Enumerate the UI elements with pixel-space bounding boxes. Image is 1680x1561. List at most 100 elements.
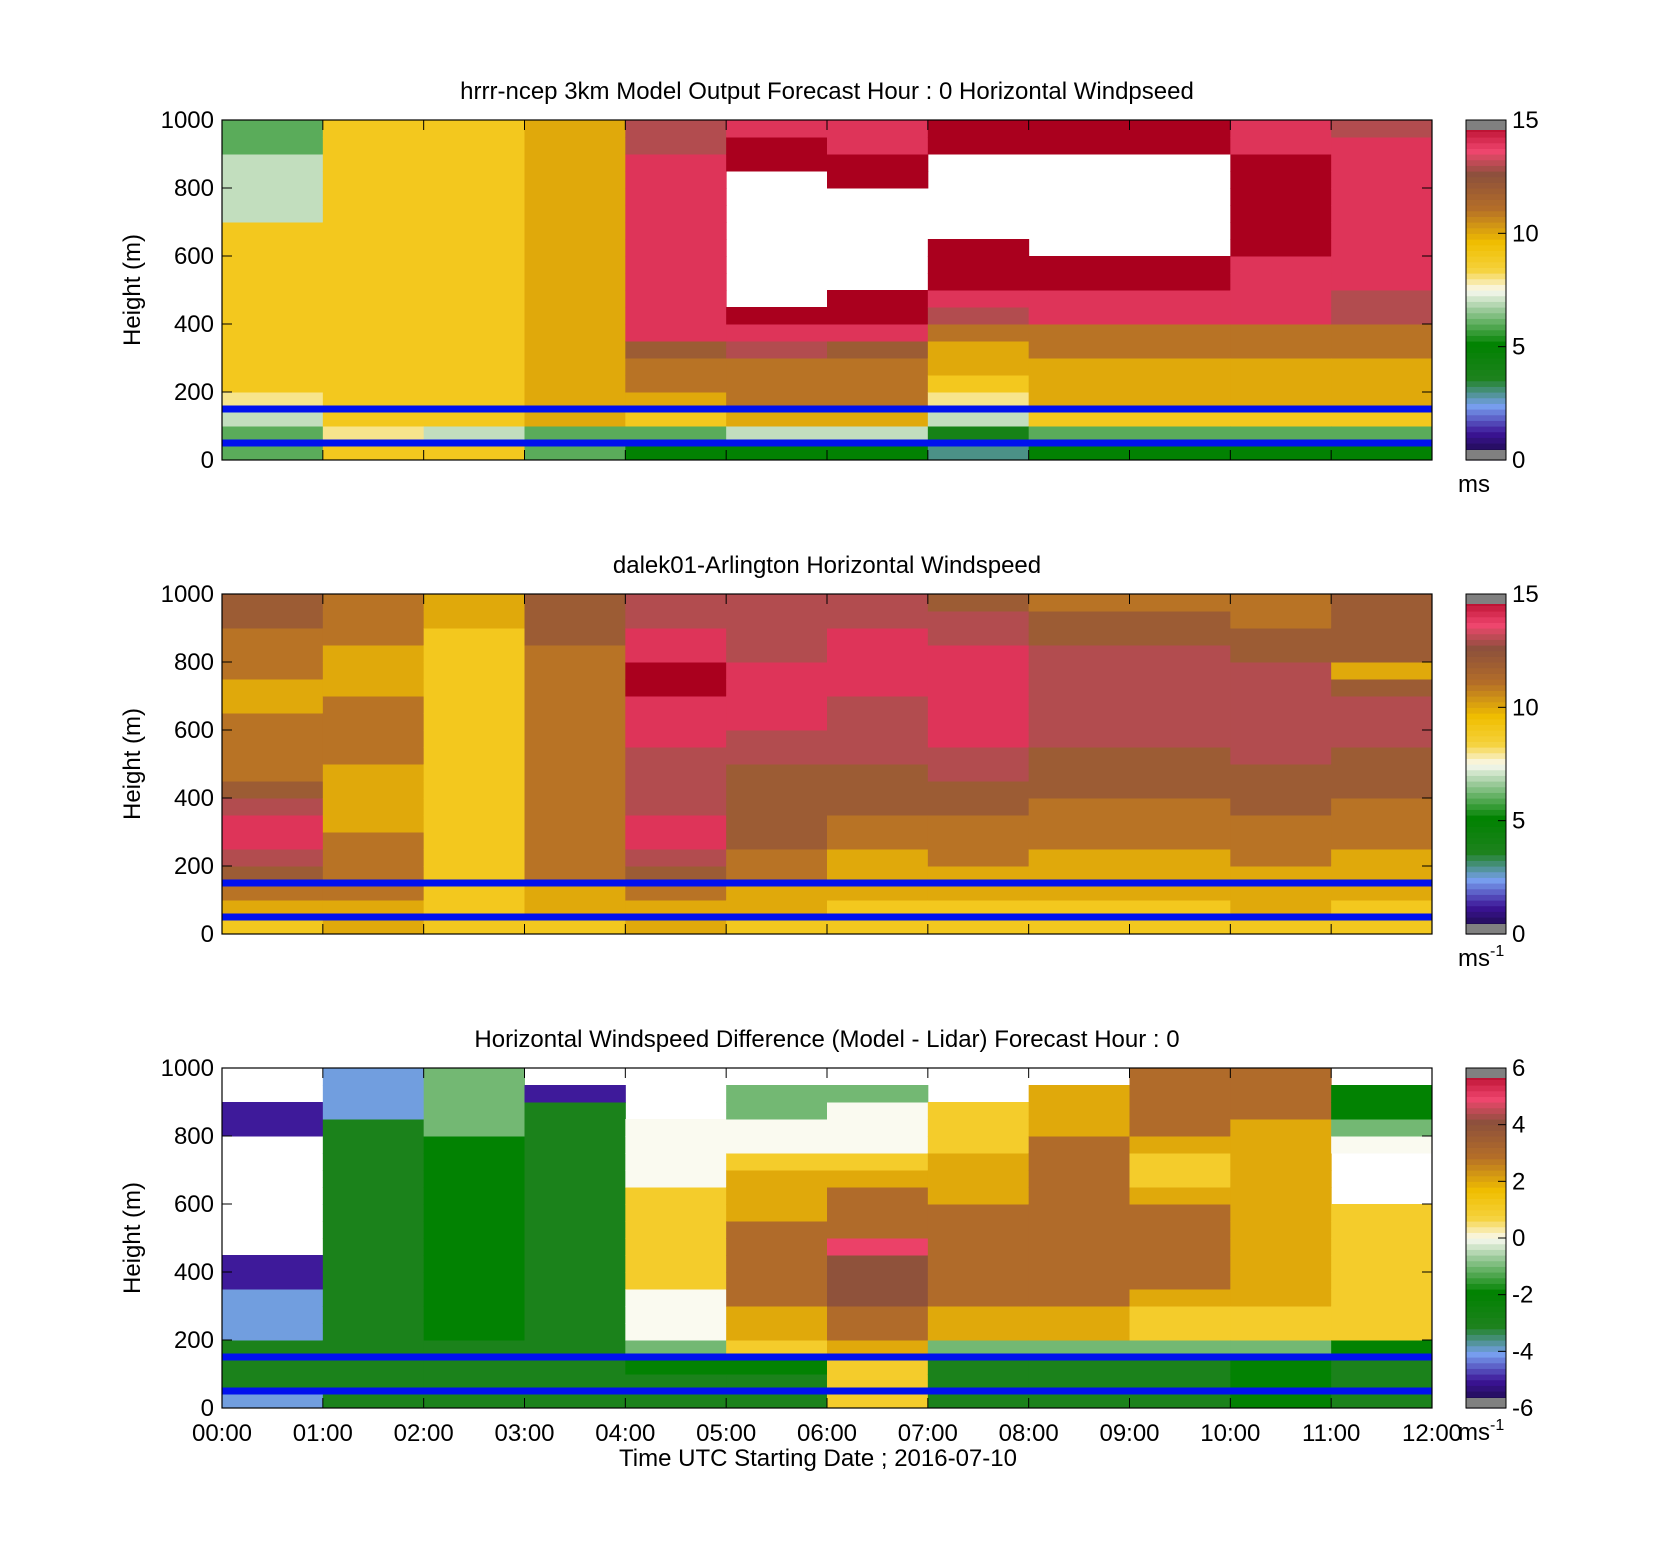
heatmap-cell (423, 679, 525, 697)
heatmap-cell (1230, 883, 1332, 901)
heatmap-cell (524, 1119, 626, 1137)
heatmap-cell (322, 1136, 425, 1154)
heatmap-cell (1129, 256, 1231, 274)
heatmap-cell (524, 1323, 626, 1341)
heatmap-cell (322, 137, 425, 155)
heatmap-cell (827, 1153, 929, 1171)
heatmap-cell (625, 645, 727, 663)
heatmap-cell (827, 1374, 929, 1392)
heatmap-cell (827, 392, 929, 410)
heatmap-cells (222, 594, 1433, 935)
colorbar-segment (1466, 1294, 1506, 1301)
heatmap-cell (726, 849, 828, 867)
heatmap-cell (827, 358, 929, 376)
heatmap-cell (1230, 679, 1332, 697)
heatmap-cell (1028, 1085, 1130, 1103)
colorbar-segment (1466, 318, 1506, 325)
heatmap-cell (1230, 1340, 1332, 1358)
heatmap-cell (1230, 392, 1332, 410)
heatmap-cell (1331, 1136, 1433, 1154)
heatmap-cell (524, 1204, 626, 1222)
heatmap-cell (222, 205, 324, 223)
heatmap-cell (1129, 611, 1231, 629)
heatmap-cell (625, 883, 727, 901)
colorbar-segment (1466, 1283, 1506, 1290)
heatmap-cell (222, 1374, 324, 1392)
heatmap-cell (222, 188, 324, 206)
heatmap-cell (1028, 1340, 1130, 1358)
heatmap-cell (524, 1374, 626, 1392)
heatmap-cell (1028, 730, 1130, 748)
heatmap-cell (726, 358, 828, 376)
colorbar-tick-label: 0 (1512, 447, 1525, 474)
heatmap-cell (827, 137, 929, 155)
heatmap-cell (423, 426, 525, 444)
heatmap-cell (927, 256, 1030, 274)
heatmap-cell (222, 120, 324, 138)
heatmap-cell (625, 713, 727, 731)
heatmap-cell (927, 832, 1030, 850)
colorbar-tick-label: -6 (1512, 1395, 1533, 1422)
heatmap-cell (322, 747, 425, 765)
heatmap-cell (625, 1255, 727, 1273)
heatmap-cell (625, 154, 727, 172)
heatmap-cell (322, 341, 425, 359)
heatmap-cell (1331, 409, 1433, 427)
heatmap-cell (1028, 781, 1130, 799)
heatmap-cell (625, 662, 727, 680)
heatmap-cell (322, 662, 425, 680)
y-tick-label: 200 (174, 1327, 214, 1354)
heatmap-cell (524, 1102, 626, 1120)
heatmap-cell (423, 764, 525, 782)
heatmap-cell (222, 1255, 324, 1273)
heatmap-cell (1230, 1204, 1332, 1222)
heatmap-cell (726, 679, 828, 697)
colorbar-segment (1466, 346, 1506, 353)
heatmap-cell (827, 917, 929, 935)
heatmap-cell (726, 1136, 828, 1154)
heatmap-cell (1230, 1391, 1332, 1409)
heatmap-cell (1028, 1238, 1130, 1256)
heatmap-cell (1230, 1102, 1332, 1120)
heatmap-cell (1028, 1170, 1130, 1188)
heatmap-cell (1028, 747, 1130, 765)
heatmap-cell (827, 426, 929, 444)
heatmap-cell (322, 273, 425, 291)
heatmap-cell (726, 866, 828, 884)
heatmap-cell (423, 645, 525, 663)
heatmap-cell (1331, 1085, 1433, 1103)
heatmap-cell (1129, 900, 1231, 918)
heatmap-cell (1331, 341, 1433, 359)
heatmap-cell (322, 426, 425, 444)
heatmap-cell (927, 1119, 1030, 1137)
heatmap-cell (1129, 1374, 1231, 1392)
colorbar-segment (1466, 1204, 1506, 1211)
heatmap-cell (222, 392, 324, 410)
heatmap-cell (625, 1221, 727, 1239)
colorbar-segment (1466, 832, 1506, 839)
heatmap-cell (423, 1238, 525, 1256)
heatmap-cell (1230, 375, 1332, 393)
heatmap-cell (322, 409, 425, 427)
colorbar-segment (1466, 1158, 1506, 1165)
heatmap-cell (625, 273, 727, 291)
heatmap-cell (1028, 900, 1130, 918)
heatmap-cell (1331, 426, 1433, 444)
heatmap-cell (524, 781, 626, 799)
heatmap-cell (322, 1272, 425, 1290)
heatmap-cell (524, 222, 626, 240)
heatmap-cell (222, 1272, 324, 1290)
heatmap-cell (524, 713, 626, 731)
heatmap-cell (1129, 409, 1231, 427)
heatmap-cell (726, 1221, 828, 1239)
colorbar-segment (1466, 431, 1506, 438)
heatmap-cell (322, 1204, 425, 1222)
heatmap-cell (927, 324, 1030, 342)
heatmap-cell (524, 611, 626, 629)
colorbar-segment (1466, 1391, 1506, 1398)
heatmap-cell (827, 290, 929, 308)
heatmap-cell (827, 1238, 929, 1256)
heatmap-cell (423, 900, 525, 918)
heatmap-cell (1028, 713, 1130, 731)
heatmap-cell (423, 1170, 525, 1188)
